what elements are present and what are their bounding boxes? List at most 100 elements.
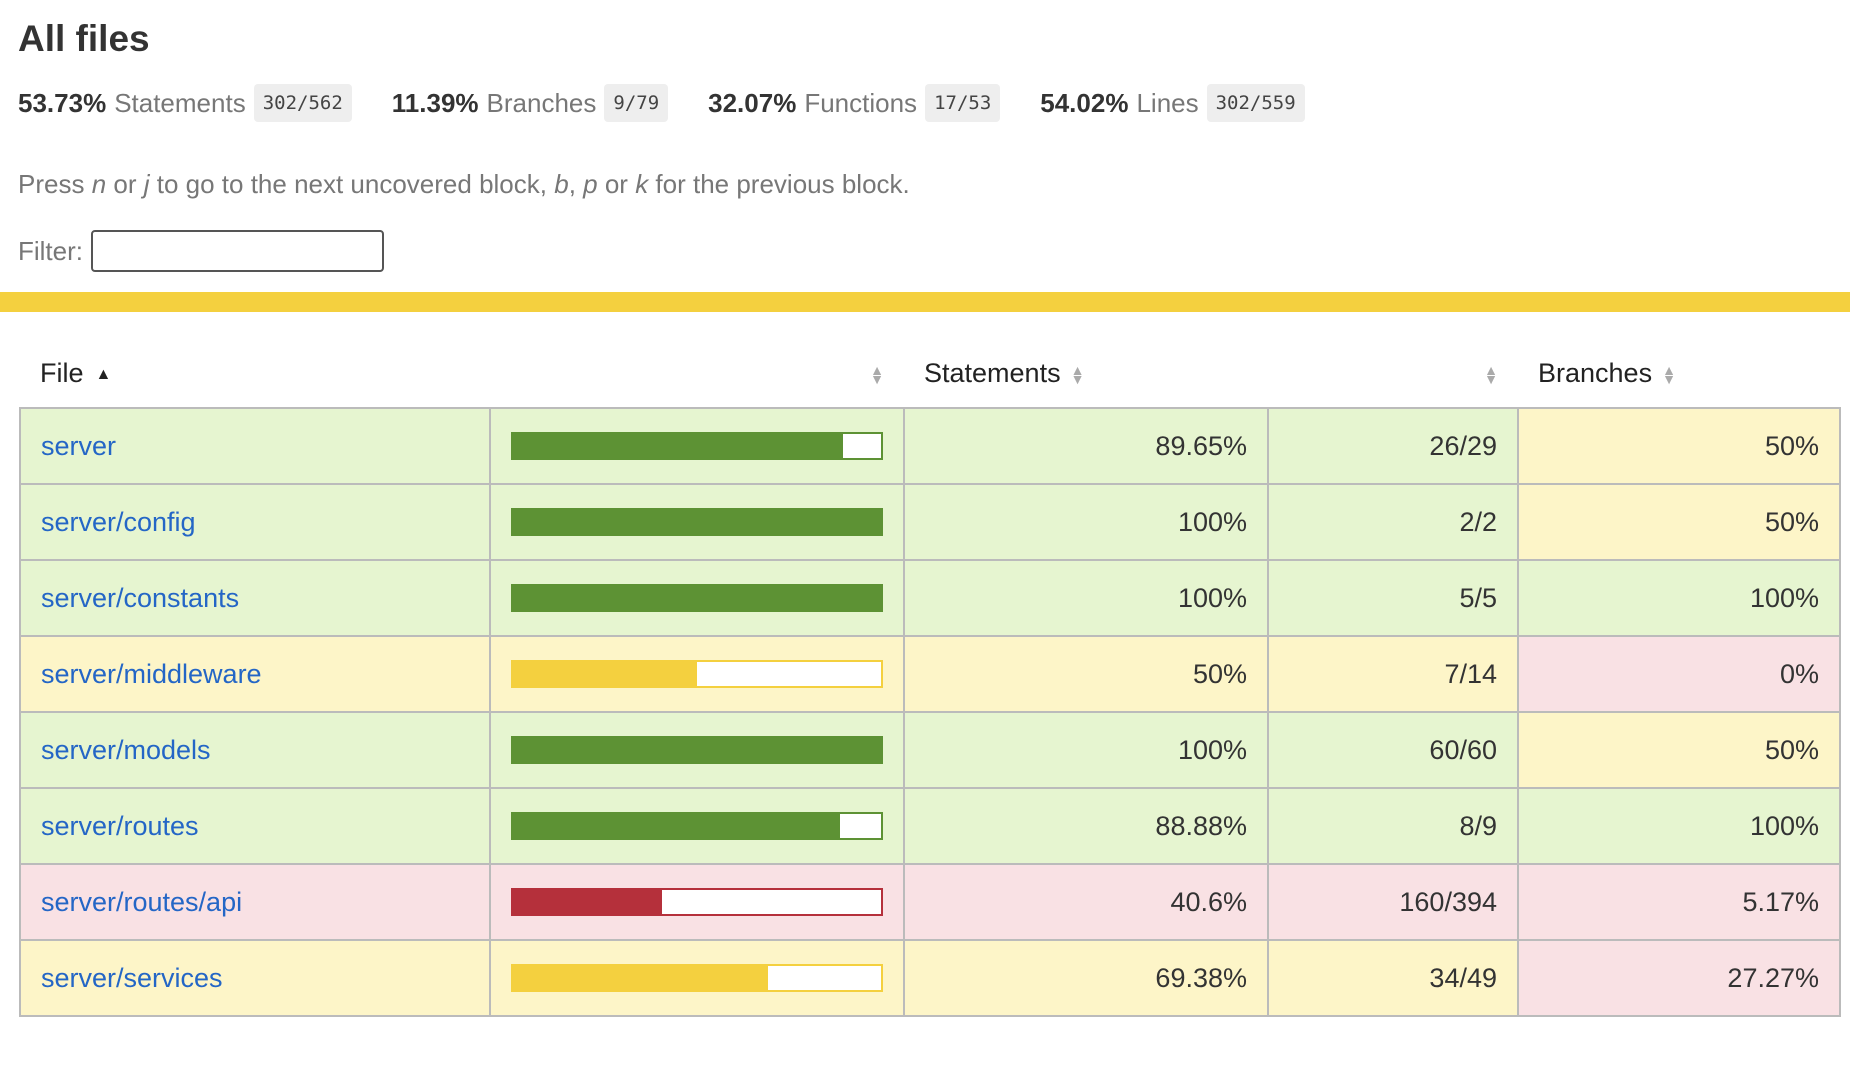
file-cell: server/routes [19, 787, 491, 865]
file-cell: server/services [19, 939, 491, 1017]
file-cell: server/models [19, 711, 491, 789]
coverage-table: File ▲ ▲ ▼ Statements ▲ ▼ ▲ ▼ Branches ▲ ▼ serv… [19, 340, 1841, 1017]
sort-icon: ▲ ▼ [1662, 361, 1676, 387]
coverage-bar [511, 660, 883, 688]
statements-fraction: 160/394 [1267, 863, 1519, 941]
coverage-status-bar [0, 292, 1850, 312]
keyboard-hint: Press n or j to go to the next uncovered… [18, 169, 910, 199]
table-header-row: File ▲ ▲ ▼ Statements ▲ ▼ ▲ ▼ Branches ▲ ▼ [20, 340, 1840, 408]
statements-fraction: 8/9 [1267, 787, 1519, 865]
table-row: server/models 100% 60/60 50% [19, 711, 1841, 789]
header-statements-fraction[interactable]: ▲ ▼ [1268, 340, 1518, 408]
page-title: All files [18, 18, 150, 59]
statements-fraction: 26/29 [1267, 407, 1519, 485]
statements-fraction: 34/49 [1267, 939, 1519, 1017]
coverage-bar [511, 964, 883, 992]
statements-pct: 69.38% [903, 939, 1269, 1017]
coverage-bar-cell [489, 863, 905, 941]
coverage-bar-cell [489, 939, 905, 1017]
statements-pct: 40.6% [903, 863, 1269, 941]
coverage-bar-fill [513, 510, 881, 534]
statements-fraction: 7/14 [1267, 635, 1519, 713]
filter-row: Filter: [18, 230, 384, 272]
coverage-bar-cell [489, 559, 905, 637]
statements-pct: 100% [903, 711, 1269, 789]
summary-label: Branches [486, 87, 597, 118]
file-cell: server [19, 407, 491, 485]
file-link[interactable]: server/routes [41, 810, 199, 841]
coverage-bar-fill [513, 814, 841, 838]
coverage-bar-fill [513, 890, 663, 914]
statements-pct: 100% [903, 483, 1269, 561]
sort-ascending-icon: ▲ [95, 365, 112, 383]
branches-pct: 50% [1517, 483, 1841, 561]
summary-label: Functions [804, 87, 918, 118]
coverage-bar-cell [489, 787, 905, 865]
file-link[interactable]: server/routes/api [41, 886, 243, 917]
branches-pct: 27.27% [1517, 939, 1841, 1017]
file-link[interactable]: server/middleware [41, 658, 262, 689]
branches-pct: 50% [1517, 407, 1841, 485]
table-row: server/routes/api 40.6% 160/394 5.17% [19, 863, 1841, 941]
sort-icon: ▲ ▼ [1484, 361, 1498, 387]
statements-pct: 100% [903, 559, 1269, 637]
branches-pct: 5.17% [1517, 863, 1841, 941]
statements-pct: 50% [903, 635, 1269, 713]
file-cell: server/config [19, 483, 491, 561]
table-row: server/middleware 50% 7/14 0% [19, 635, 1841, 713]
statements-pct: 88.88% [903, 787, 1269, 865]
coverage-bar-cell [489, 407, 905, 485]
statements-pct: 89.65% [903, 407, 1269, 485]
coverage-bar-fill [513, 662, 697, 686]
coverage-bar-fill [513, 966, 769, 990]
summary-pct: 54.02% [1040, 87, 1129, 118]
coverage-bar-fill [513, 738, 881, 762]
table-row: server/routes 88.88% 8/9 100% [19, 787, 1841, 865]
table-row: server/services 69.38% 34/49 27.27% [19, 939, 1841, 1017]
summary-fraction-badge: 302/559 [1206, 84, 1305, 122]
coverage-bar-cell [489, 635, 905, 713]
file-cell: server/routes/api [19, 863, 491, 941]
table-row: server/config 100% 2/2 50% [19, 483, 1841, 561]
statements-fraction: 2/2 [1267, 483, 1519, 561]
statements-fraction: 60/60 [1267, 711, 1519, 789]
file-link[interactable]: server [41, 430, 117, 461]
sort-icon: ▲ ▼ [1070, 361, 1085, 387]
summary-lines: 54.02% Lines 302/559 [1040, 84, 1305, 122]
file-cell: server/constants [19, 559, 491, 637]
coverage-bar [511, 736, 883, 764]
header-statements[interactable]: Statements ▲ ▼ [924, 358, 1085, 388]
file-link[interactable]: server/services [41, 962, 223, 993]
header-file[interactable]: File ▲ [40, 358, 112, 388]
coverage-bar [511, 432, 883, 460]
coverage-bar-cell [489, 483, 905, 561]
coverage-bar-fill [513, 434, 843, 458]
summary-fraction-badge: 17/53 [925, 84, 1001, 122]
summary-label: Statements [114, 87, 246, 118]
file-link[interactable]: server/config [41, 506, 196, 537]
table-row: server/constants 100% 5/5 100% [19, 559, 1841, 637]
summary-fraction-badge: 9/79 [604, 84, 669, 122]
summary-pct: 32.07% [708, 87, 797, 118]
summary-pct: 11.39% [391, 87, 479, 118]
header-file-bar[interactable]: ▲ ▼ [490, 340, 904, 408]
file-link[interactable]: server/constants [41, 582, 240, 613]
coverage-bar-fill [513, 586, 881, 610]
sort-icon: ▲ ▼ [870, 361, 884, 387]
filter-input[interactable] [91, 230, 384, 272]
branches-pct: 100% [1517, 787, 1841, 865]
filter-label: Filter: [18, 235, 83, 266]
coverage-bar-cell [489, 711, 905, 789]
coverage-bar [511, 888, 883, 916]
table-row: server 89.65% 26/29 50% [19, 407, 1841, 485]
branches-pct: 100% [1517, 559, 1841, 637]
branches-pct: 0% [1517, 635, 1841, 713]
summary-fraction-badge: 302/562 [253, 84, 352, 122]
header-branches[interactable]: Branches ▲ ▼ [1538, 358, 1676, 388]
coverage-bar [511, 584, 883, 612]
file-link[interactable]: server/models [41, 734, 211, 765]
summary-pct: 53.73% [18, 87, 107, 118]
coverage-bar [511, 812, 883, 840]
summary-label: Lines [1136, 87, 1199, 118]
branches-pct: 50% [1517, 711, 1841, 789]
